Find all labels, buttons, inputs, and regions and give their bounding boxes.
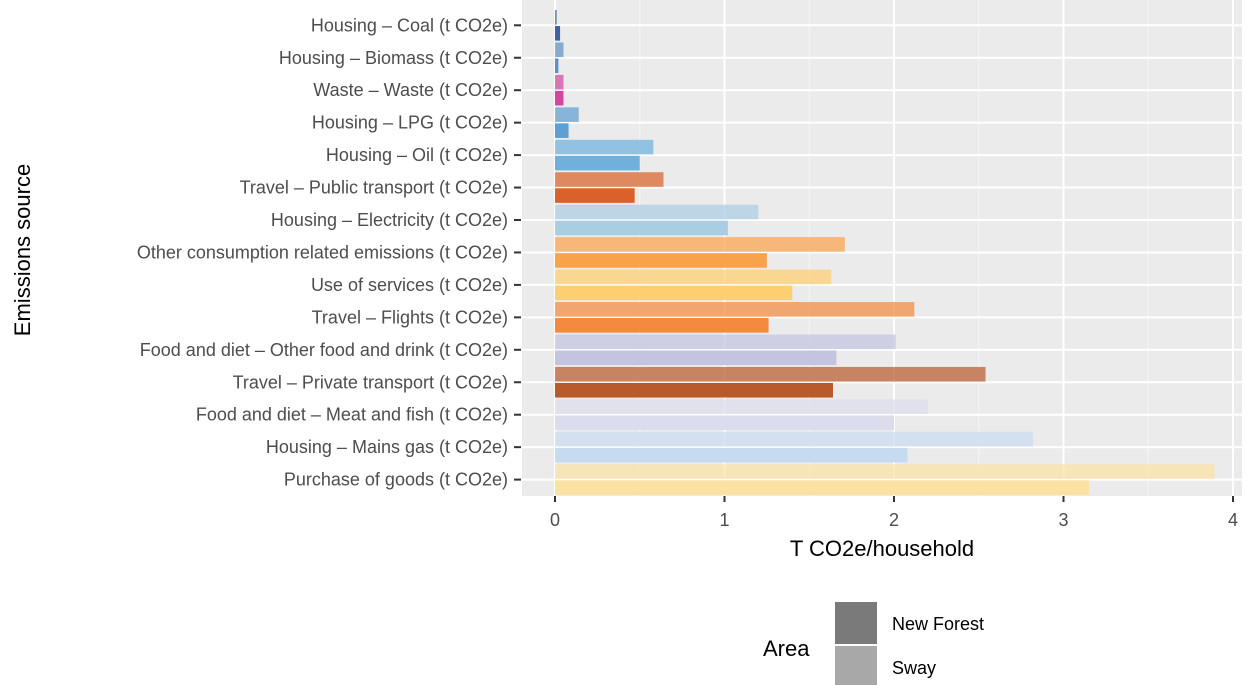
x-tick-label: 4 <box>1228 510 1238 530</box>
legend-label-new-forest: New Forest <box>892 614 984 634</box>
bar-sway-use-of-services-t-co2e <box>555 269 832 285</box>
y-tick-label: Housing – Coal (t CO2e) <box>311 15 508 35</box>
bar-new-forest-purchase-of-goods-t-co2e <box>555 480 1089 495</box>
y-tick-label: Housing – Biomass (t CO2e) <box>279 48 508 68</box>
legend-label-sway: Sway <box>892 658 936 678</box>
y-tick-label: Travel – Public transport (t CO2e) <box>240 178 508 198</box>
y-tick-label: Waste – Waste (t CO2e) <box>313 80 508 100</box>
bar-new-forest-waste-waste-t-co2e <box>555 90 564 106</box>
y-tick-label: Other consumption related emissions (t C… <box>137 242 508 262</box>
legend-title: Area <box>763 636 810 661</box>
legend: Area New Forest Sway <box>763 602 984 685</box>
y-tick-label: Travel – Private transport (t CO2e) <box>233 372 508 392</box>
bar-sway-housing-electricity-t-co2e <box>555 204 759 220</box>
bar-sway-travel-private-transport-t-co2e <box>555 366 986 382</box>
bar-sway-food-and-diet-meat-and-fish-t-co2e <box>555 399 928 414</box>
bar-new-forest-housing-biomass-t-co2e <box>555 58 559 74</box>
x-tick-label: 3 <box>1058 510 1068 530</box>
bar-new-forest-travel-flights-t-co2e <box>555 318 769 333</box>
y-tick-label: Purchase of goods (t CO2e) <box>284 470 508 490</box>
y-tick-label: Travel – Flights (t CO2e) <box>312 307 508 327</box>
bar-sway-housing-oil-t-co2e <box>555 139 654 155</box>
x-tick-label: 0 <box>550 510 560 530</box>
bars <box>555 10 1215 495</box>
y-tick-label: Housing – Mains gas (t CO2e) <box>266 437 508 457</box>
bar-new-forest-use-of-services-t-co2e <box>555 285 793 301</box>
bar-new-forest-other-consumption-related-emissions-t-co2e <box>555 253 767 268</box>
bar-new-forest-food-and-diet-meat-and-fish-t-co2e <box>555 415 894 430</box>
y-tick-label: Housing – LPG (t CO2e) <box>312 113 508 133</box>
x-tick-label: 1 <box>719 510 729 530</box>
bar-new-forest-housing-coal-t-co2e <box>555 26 561 41</box>
y-tick-label: Food and diet – Meat and fish (t CO2e) <box>196 405 508 425</box>
y-tick-label: Food and diet – Other food and drink (t … <box>140 340 508 360</box>
x-tick-label: 2 <box>889 510 899 530</box>
bar-sway-food-and-diet-other-food-and-drink-t-co2e <box>555 334 896 350</box>
bar-new-forest-travel-private-transport-t-co2e <box>555 382 833 398</box>
bar-new-forest-housing-lpg-t-co2e <box>555 123 569 138</box>
major-gridlines <box>522 0 1242 496</box>
x-axis: 0 1 2 3 4 <box>550 496 1238 530</box>
bar-sway-other-consumption-related-emissions-t-co2e <box>555 237 845 252</box>
bar-new-forest-housing-mains-gas-t-co2e <box>555 447 908 463</box>
bar-new-forest-food-and-diet-other-food-and-drink-t-co2e <box>555 350 837 366</box>
legend-key-new-forest <box>835 602 877 644</box>
bar-sway-housing-biomass-t-co2e <box>555 42 564 58</box>
bar-sway-housing-lpg-t-co2e <box>555 107 579 122</box>
y-tick-label: Housing – Electricity (t CO2e) <box>271 210 508 230</box>
bar-sway-travel-flights-t-co2e <box>555 302 915 317</box>
y-axis: Housing – Coal (t CO2e) Housing – Biomass… <box>137 15 521 490</box>
y-axis-title: Emissions source <box>10 164 35 336</box>
bar-sway-housing-mains-gas-t-co2e <box>555 431 1033 447</box>
bar-sway-purchase-of-goods-t-co2e <box>555 464 1215 479</box>
legend-key-sway <box>835 646 877 685</box>
bar-new-forest-travel-public-transport-t-co2e <box>555 188 635 203</box>
bar-sway-waste-waste-t-co2e <box>555 74 564 90</box>
bar-sway-housing-coal-t-co2e <box>555 10 557 25</box>
y-tick-label: Housing – Oil (t CO2e) <box>326 145 508 165</box>
y-tick-label: Use of services (t CO2e) <box>311 275 508 295</box>
bar-new-forest-housing-oil-t-co2e <box>555 155 640 171</box>
bar-new-forest-housing-electricity-t-co2e <box>555 220 728 236</box>
x-axis-title: T CO2e/household <box>790 536 974 561</box>
bar-sway-travel-public-transport-t-co2e <box>555 172 664 187</box>
